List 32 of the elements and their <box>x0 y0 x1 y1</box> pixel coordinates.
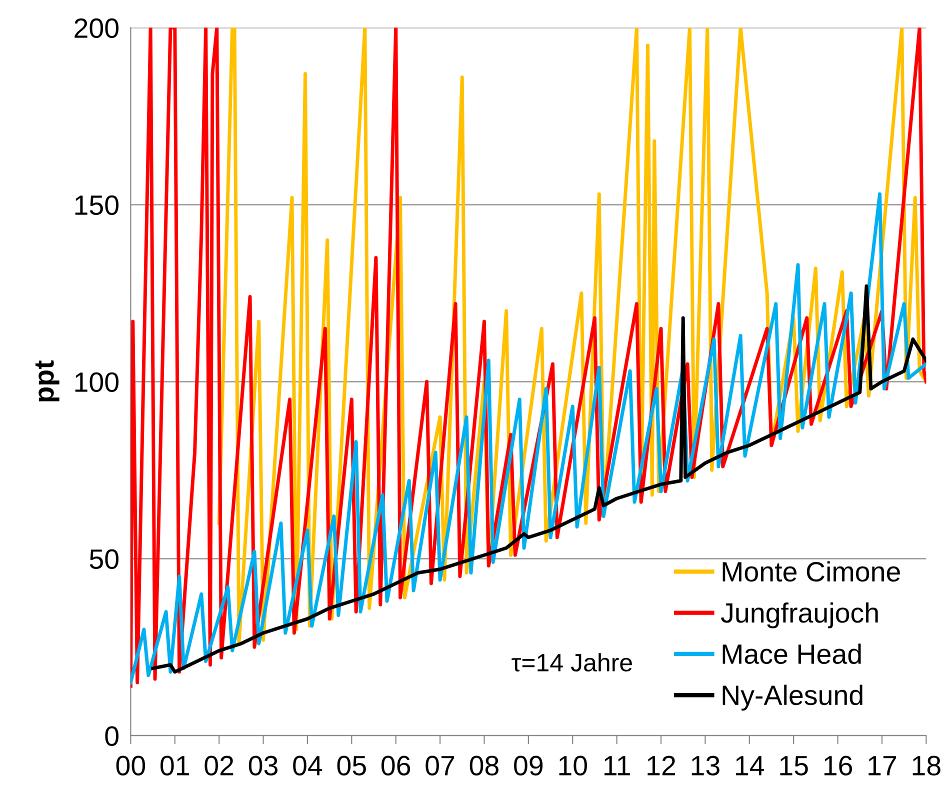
x-tick-label: 13 <box>692 756 720 776</box>
line-series <box>151 284 926 674</box>
annotation: τ=14 Jahre <box>512 653 632 672</box>
x-tick-label: 16 <box>824 756 852 776</box>
x-tick-label: 04 <box>293 756 322 776</box>
x-tick-label: 03 <box>248 756 278 776</box>
x-tick-label: 12 <box>648 756 676 776</box>
x-tick-label: 14 <box>736 756 764 776</box>
x-tick-label: 01 <box>160 756 189 776</box>
legend-label: Ny-Alesund <box>722 684 862 711</box>
line-series <box>130 192 926 684</box>
legend-label: Jungfraujoch <box>720 602 878 628</box>
y-tick-label: 100 <box>75 372 118 392</box>
x-tick-label: 10 <box>559 756 587 776</box>
x-tick-label: 09 <box>514 756 543 776</box>
legend-label: Monte Cimone <box>722 561 900 582</box>
x-tick-label: 00 <box>116 756 146 776</box>
y-tick-label: 50 <box>90 549 118 569</box>
x-tick-label: 06 <box>381 756 410 776</box>
legend-label: Mace Head <box>722 644 861 664</box>
x-tick-label: 18 <box>912 756 940 776</box>
x-tick-label: 08 <box>470 756 498 776</box>
x-tick-label: 17 <box>868 756 896 776</box>
x-tick-label: 07 <box>426 756 454 776</box>
x-tick-label: 11 <box>604 756 630 776</box>
y-tick-label: 0 <box>105 726 118 746</box>
x-tick-label: 02 <box>204 756 234 776</box>
x-tick-label: 05 <box>337 756 366 776</box>
y-axis-title: ppt <box>35 360 60 402</box>
x-tick-label: 15 <box>780 756 808 776</box>
y-tick-label: 150 <box>75 195 118 216</box>
y-tick-label: 200 <box>74 18 118 38</box>
